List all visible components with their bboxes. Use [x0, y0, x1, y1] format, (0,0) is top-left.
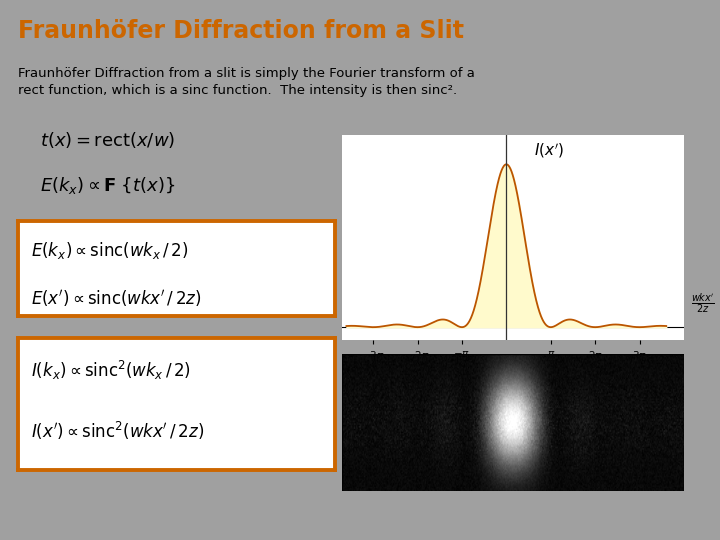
Text: $E(k_x) \propto \mathbf{F}\;\{t(x)\}$: $E(k_x) \propto \mathbf{F}\;\{t(x)\}$ — [40, 176, 175, 197]
Text: rect function, which is a sinc function.  The intensity is then sinc².: rect function, which is a sinc function.… — [18, 84, 457, 97]
Text: $E(k_x) \propto \mathrm{sinc}(wk_x\,/\,2)$: $E(k_x) \propto \mathrm{sinc}(wk_x\,/\,2… — [31, 240, 188, 261]
Text: $\frac{wkx'}{2z}$: $\frac{wkx'}{2z}$ — [691, 292, 715, 315]
Text: Fraunhöfer Diffraction from a Slit: Fraunhöfer Diffraction from a Slit — [18, 19, 464, 43]
Text: $E(x') \propto \mathrm{sinc}(wkx'\,/\,2z)$: $E(x') \propto \mathrm{sinc}(wkx'\,/\,2z… — [31, 287, 202, 308]
Text: Fraunhöfer Diffraction from a slit is simply the Fourier transform of a: Fraunhöfer Diffraction from a slit is si… — [18, 68, 475, 80]
Text: $I(k_x) \propto \mathrm{sinc}^2(wk_x\,/\,2)$: $I(k_x) \propto \mathrm{sinc}^2(wk_x\,/\… — [31, 359, 191, 382]
Text: $I(x') \propto \mathrm{sinc}^2(wkx'\,/\,2z)$: $I(x') \propto \mathrm{sinc}^2(wkx'\,/\,… — [31, 420, 204, 442]
Text: $I(x')$: $I(x')$ — [534, 141, 564, 160]
Bar — [342, 354, 684, 491]
Text: $t(x) = \mathrm{rect}(x/w)$: $t(x) = \mathrm{rect}(x/w)$ — [40, 130, 175, 150]
